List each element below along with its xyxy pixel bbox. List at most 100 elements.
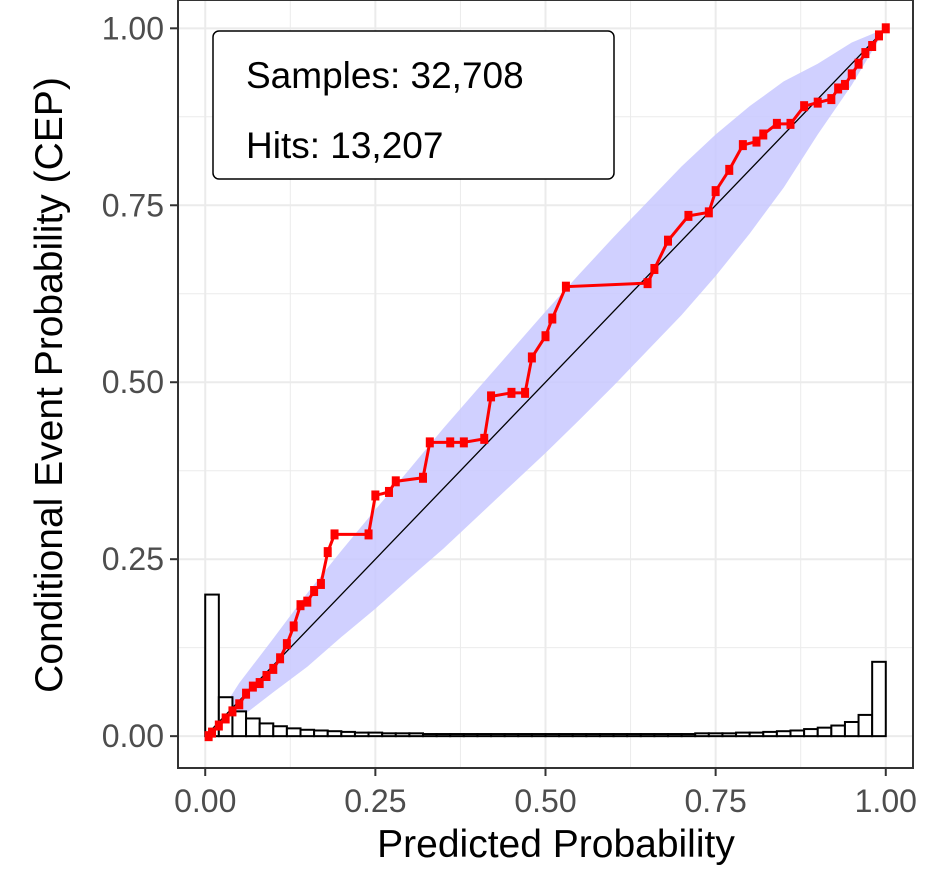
cep-point bbox=[643, 278, 652, 289]
cep-point bbox=[391, 476, 400, 487]
histogram-bar bbox=[462, 733, 479, 738]
cep-point bbox=[881, 23, 890, 34]
histogram-bar bbox=[571, 733, 588, 738]
x-tick-label: 1.00 bbox=[855, 783, 917, 819]
cep-point bbox=[800, 101, 809, 112]
cep-point bbox=[521, 387, 530, 398]
histogram-bar bbox=[490, 733, 506, 738]
histogram-bar bbox=[340, 730, 356, 738]
cep-point bbox=[248, 681, 257, 692]
histogram-bar bbox=[503, 733, 520, 738]
cep-point bbox=[446, 437, 455, 448]
histogram-bar bbox=[843, 720, 860, 738]
cep-point bbox=[262, 670, 271, 681]
histogram-bar bbox=[803, 728, 819, 738]
cep-point bbox=[282, 639, 291, 650]
cep-point bbox=[507, 387, 516, 398]
histogram-bar bbox=[544, 733, 561, 738]
cep-point bbox=[548, 313, 557, 324]
histogram-bar bbox=[530, 733, 547, 738]
histogram-bar bbox=[653, 733, 670, 738]
cep-point bbox=[480, 433, 489, 444]
histogram-bar bbox=[721, 732, 738, 738]
cep-point bbox=[384, 486, 393, 497]
cep-point bbox=[330, 529, 339, 540]
histogram-bar bbox=[422, 733, 438, 738]
histogram-bar bbox=[367, 731, 384, 738]
histogram-bar bbox=[707, 732, 724, 738]
cep-point bbox=[664, 235, 672, 246]
cep-point bbox=[813, 97, 822, 108]
cep-point bbox=[419, 472, 427, 483]
histogram-bar bbox=[517, 733, 533, 738]
histogram-bar bbox=[871, 660, 887, 738]
cep-point bbox=[487, 391, 496, 402]
histogram-bar bbox=[245, 717, 261, 738]
histogram-bar bbox=[204, 593, 220, 738]
histogram-bar bbox=[449, 733, 465, 738]
histogram-bar bbox=[313, 729, 329, 738]
histogram-bar bbox=[558, 733, 574, 738]
cep-point bbox=[868, 41, 877, 52]
y-tick-label: 0.00 bbox=[102, 718, 164, 754]
histogram-bar bbox=[435, 733, 452, 738]
cep-point bbox=[650, 263, 659, 274]
cep-point bbox=[725, 164, 734, 175]
histogram-bar bbox=[326, 730, 343, 738]
cep-point bbox=[323, 547, 332, 558]
cep-point bbox=[371, 490, 380, 501]
cep-point bbox=[296, 600, 305, 611]
histogram-bar bbox=[585, 733, 601, 738]
histogram-bar bbox=[748, 731, 765, 738]
diagonal-reference bbox=[204, 27, 887, 737]
legend-box: Samples: 32,708 Hits: 13,207 bbox=[212, 30, 615, 180]
cep-point bbox=[364, 529, 373, 540]
cep-point bbox=[459, 437, 468, 448]
cep-point bbox=[704, 207, 713, 218]
histogram-bar bbox=[735, 731, 751, 738]
x-tick-label: 0.25 bbox=[344, 783, 406, 819]
cep-point bbox=[561, 281, 570, 292]
cep-point bbox=[834, 83, 843, 94]
cep-point bbox=[303, 596, 312, 607]
histogram-bar bbox=[830, 724, 846, 738]
cep-point bbox=[527, 352, 536, 363]
legend-samples-label: Samples: 32,708 bbox=[246, 55, 524, 96]
histogram-bar bbox=[626, 733, 642, 738]
cep-point bbox=[310, 586, 319, 597]
histogram-bar bbox=[639, 733, 656, 738]
cep-point bbox=[738, 140, 747, 151]
histogram-bar bbox=[667, 733, 683, 738]
y-tick-label: 0.25 bbox=[102, 541, 164, 577]
cep-point bbox=[242, 688, 251, 699]
legend-hits-label: Hits: 13,207 bbox=[246, 125, 443, 166]
cep-point bbox=[269, 663, 278, 674]
histogram-bar bbox=[762, 730, 778, 738]
cep-point bbox=[221, 713, 230, 724]
x-tick-label: 0.50 bbox=[514, 783, 576, 819]
histogram-bar bbox=[816, 726, 833, 738]
histogram-bar bbox=[258, 722, 275, 738]
cep-point bbox=[289, 621, 298, 632]
histogram-bar bbox=[299, 728, 316, 738]
cep-point bbox=[772, 118, 781, 129]
histogram-bar bbox=[612, 733, 629, 738]
histogram-bar bbox=[775, 730, 792, 738]
histogram-bar bbox=[789, 729, 806, 738]
cep-point bbox=[541, 331, 550, 342]
histogram-bar bbox=[857, 713, 874, 738]
histogram-bar bbox=[476, 733, 493, 738]
x-axis-title: Predicted Probability bbox=[377, 823, 735, 866]
legend-frame bbox=[212, 30, 615, 180]
cep-point bbox=[684, 210, 693, 221]
histogram-bar bbox=[598, 733, 615, 738]
cep-point bbox=[255, 678, 264, 689]
cep-point bbox=[752, 136, 761, 147]
cep-point bbox=[425, 437, 434, 448]
cep-point bbox=[214, 720, 223, 731]
cep-point bbox=[786, 118, 795, 129]
cep-point bbox=[847, 69, 856, 80]
cep-point bbox=[840, 79, 849, 90]
